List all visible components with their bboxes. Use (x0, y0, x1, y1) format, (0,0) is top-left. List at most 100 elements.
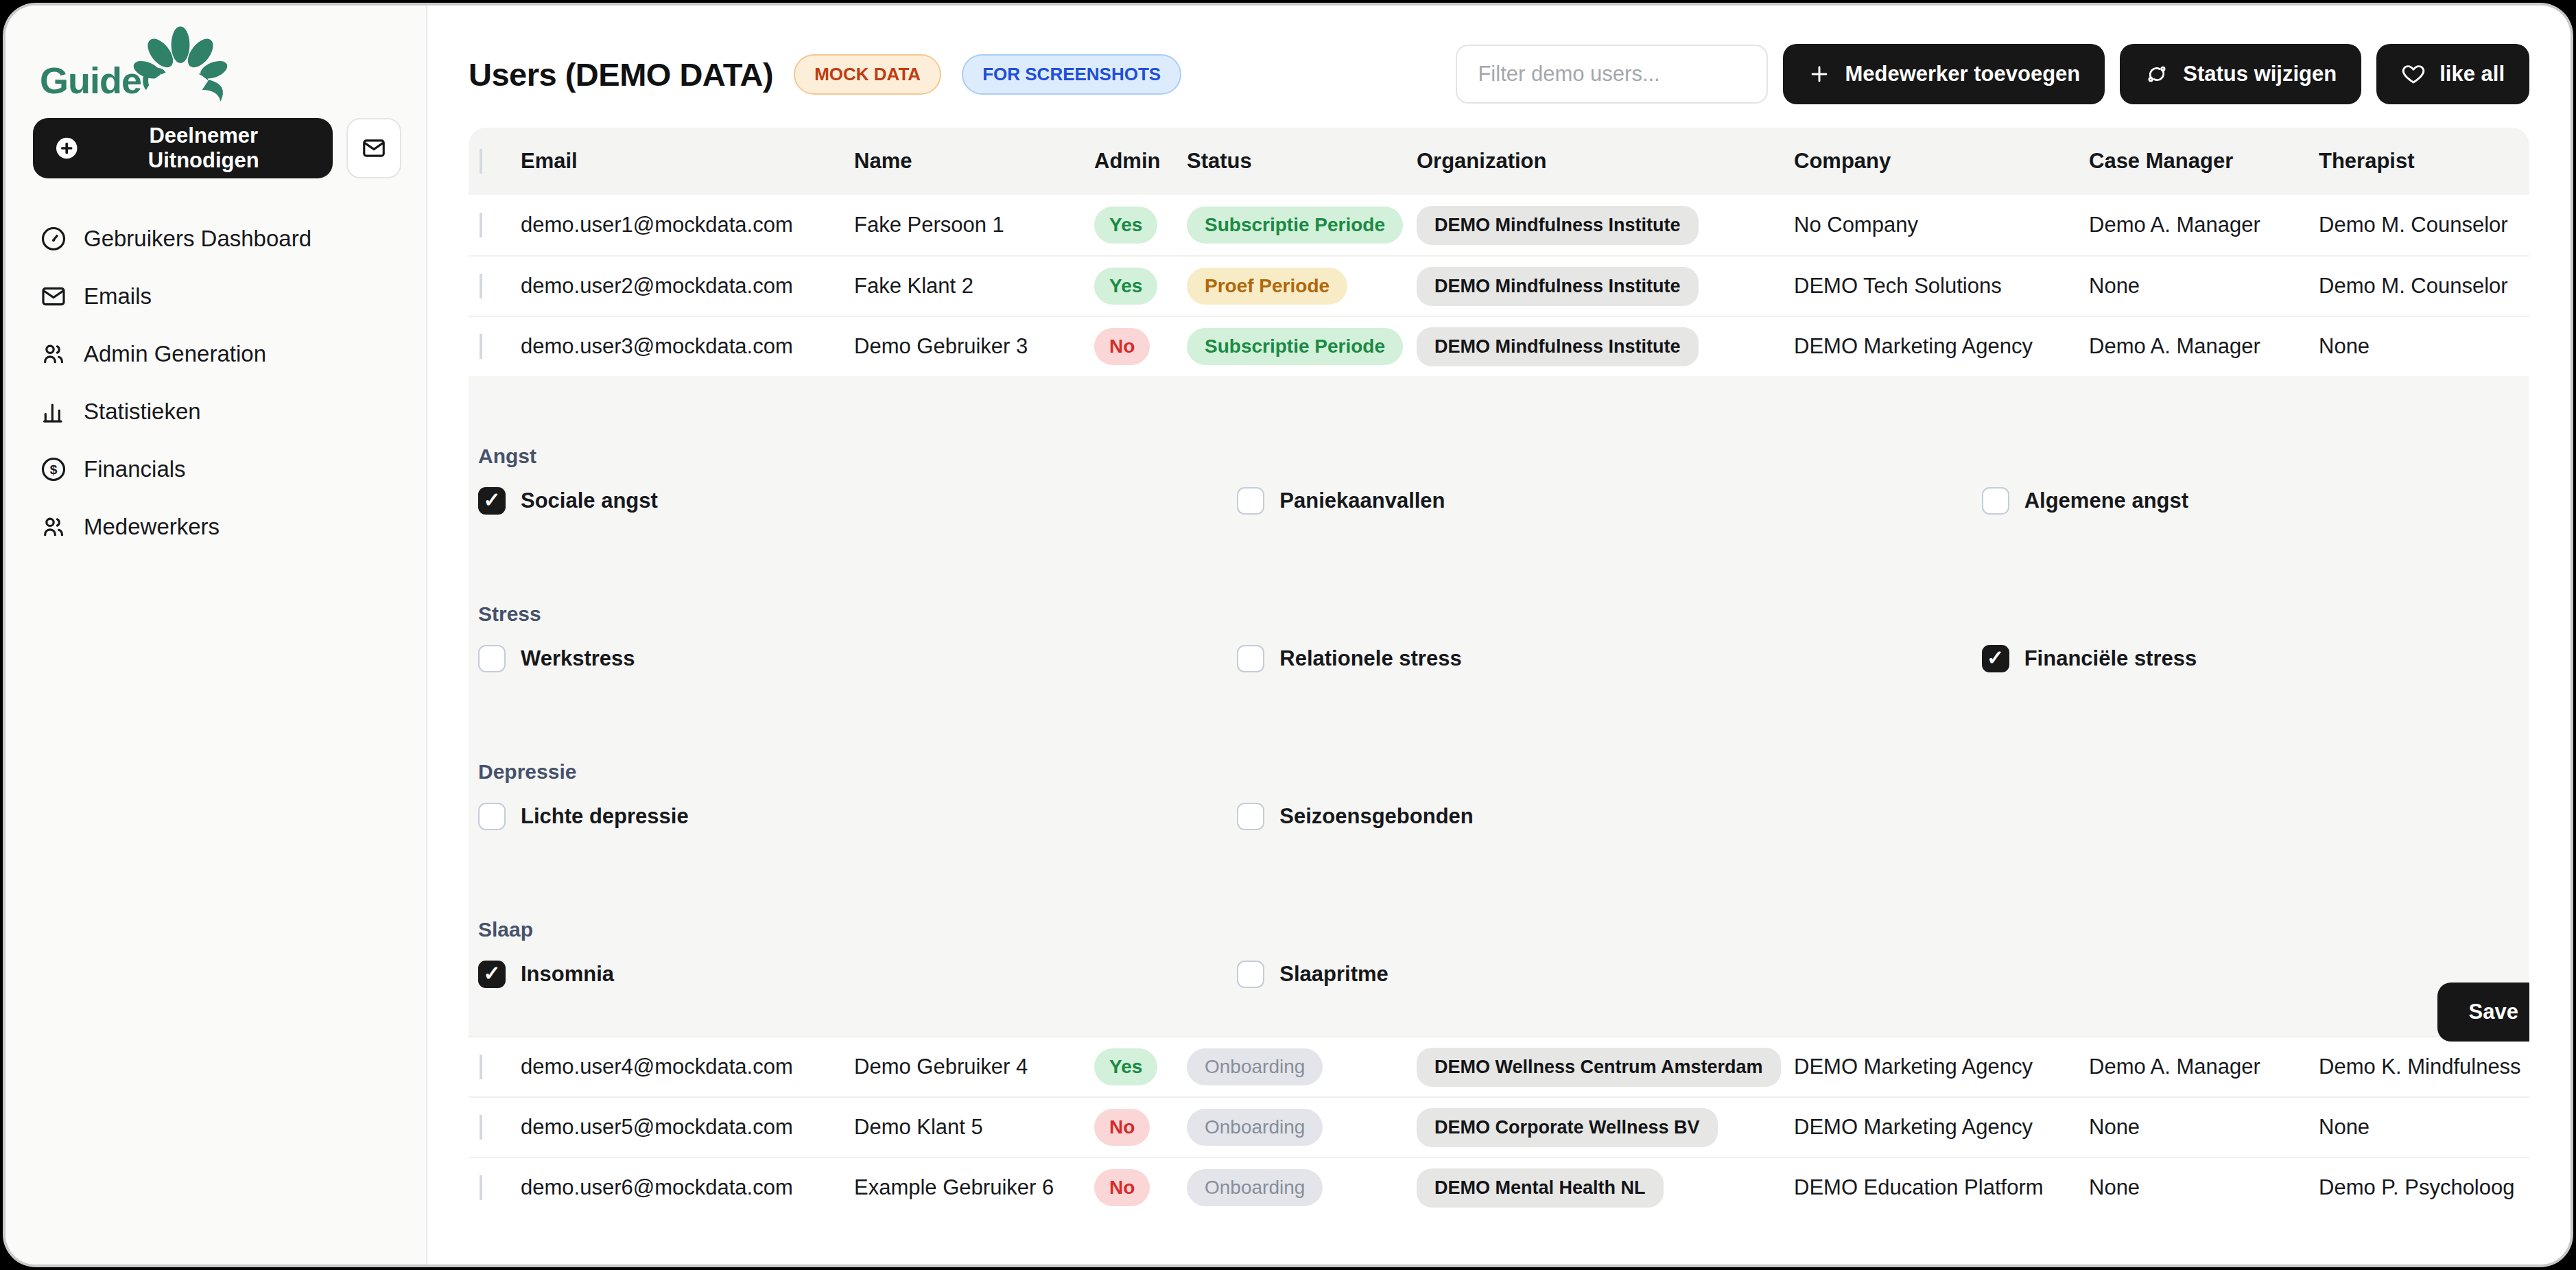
dollar-icon: $ (40, 456, 67, 483)
cell-therapist: Demo K. Mindfulness (2319, 1055, 2529, 1079)
option-slaapritme[interactable]: Slaapritme (1237, 961, 1981, 988)
cell-email: demo.user1@mockdata.com (521, 213, 854, 237)
section-stress: Stress Werkstress Relationele stress (478, 602, 2529, 672)
change-status-button[interactable]: Status wijzigen (2120, 44, 2361, 104)
checkbox[interactable] (1237, 961, 1264, 988)
option-label: Relationele stress (1279, 646, 1461, 671)
cell-email: demo.user6@mockdata.com (521, 1175, 854, 1200)
checkbox[interactable] (1982, 487, 2009, 515)
option-lichte-depressie[interactable]: Lichte depressie (478, 803, 1237, 830)
checkbox[interactable] (1237, 487, 1264, 515)
table-row[interactable]: demo.user4@mockdata.com Demo Gebruiker 4… (469, 1036, 2529, 1096)
option-insomnia[interactable]: Insomnia (478, 961, 1237, 988)
filter-users-input[interactable] (1456, 45, 1768, 104)
button-label: Medewerker toevoegen (1845, 62, 2080, 86)
row-checkbox[interactable] (480, 274, 482, 298)
sidebar-item-financials[interactable]: $ Financials (33, 440, 401, 498)
sidebar-item-statistieken[interactable]: Statistieken (33, 383, 401, 440)
option-label: Sociale angst (521, 489, 658, 513)
button-label: like all (2439, 62, 2505, 86)
option-label: Paniekaanvallen (1279, 489, 1445, 513)
status-badge: Onboarding (1187, 1169, 1323, 1206)
option-paniekaanvallen[interactable]: Paniekaanvallen (1237, 487, 1981, 515)
add-employee-button[interactable]: Medewerker toevoegen (1783, 44, 2105, 104)
checkbox[interactable] (1982, 645, 2009, 672)
column-header-organization: Organization (1417, 149, 1794, 174)
admin-badge: No (1094, 1169, 1150, 1206)
table-row[interactable]: demo.user2@mockdata.com Fake Klant 2 Yes… (469, 255, 2529, 316)
section-angst: Angst Sociale angst Paniekaanvallen A (478, 445, 2529, 515)
cell-email: demo.user2@mockdata.com (521, 274, 854, 298)
nav-label: Financials (84, 456, 186, 482)
column-header-name: Name (854, 149, 1094, 174)
status-badge: Subscriptie Periode (1187, 207, 1403, 244)
status-badge: Onboarding (1187, 1048, 1323, 1085)
column-header-admin: Admin (1094, 149, 1187, 174)
row-checkbox[interactable] (480, 1055, 482, 1079)
checkbox[interactable] (478, 803, 506, 830)
topbar-controls: Medewerker toevoegen Status wijzigen lik… (1456, 44, 2529, 104)
users-icon (40, 513, 67, 541)
section-depressie: Depressie Lichte depressie Seizoensgebon… (478, 760, 2529, 830)
app-window: GuideCue Deelnemer Uitnodigen (5, 5, 2571, 1265)
sidebar-item-admin-generation[interactable]: Admin Generation (33, 325, 401, 383)
table-row[interactable]: demo.user1@mockdata.com Fake Persoon 1 Y… (469, 195, 2529, 255)
option-sociale-angst[interactable]: Sociale angst (478, 487, 1237, 515)
invite-participant-button[interactable]: Deelnemer Uitnodigen (33, 118, 333, 178)
table-row[interactable]: demo.user3@mockdata.com Demo Gebruiker 3… (469, 316, 2529, 376)
option-label: Slaapritme (1279, 962, 1389, 987)
checkbox[interactable] (1237, 645, 1264, 672)
table-row[interactable]: demo.user6@mockdata.com Example Gebruike… (469, 1157, 2529, 1217)
checkbox[interactable] (478, 645, 506, 672)
status-badge: Onboarding (1187, 1109, 1323, 1146)
cell-email: demo.user5@mockdata.com (521, 1115, 854, 1140)
cell-name: Demo Gebruiker 3 (854, 334, 1094, 359)
invite-button-label: Deelnemer Uitnodigen (95, 124, 312, 173)
select-all-checkbox[interactable] (480, 149, 482, 174)
option-algemene-angst[interactable]: Algemene angst (1982, 487, 2529, 515)
cell-name: Example Gebruiker 6 (854, 1175, 1094, 1200)
sidebar-item-gebruikers-dashboard[interactable]: Gebruikers Dashboard (33, 210, 401, 268)
option-seizoensgebonden[interactable]: Seizoensgebonden (1237, 803, 1981, 830)
like-all-button[interactable]: like all (2376, 44, 2529, 104)
sidebar: GuideCue Deelnemer Uitnodigen (5, 5, 427, 1265)
admin-badge: No (1094, 1109, 1150, 1146)
option-relationele-stress[interactable]: Relationele stress (1237, 645, 1981, 672)
cell-case-manager: Demo A. Manager (2089, 334, 2319, 359)
table-header-row: Email Name Admin Status Organization Com… (469, 128, 2529, 195)
checkbox[interactable] (478, 487, 506, 515)
cell-company: DEMO Tech Solutions (1794, 274, 2089, 298)
sidebar-item-medewerkers[interactable]: Medewerkers (33, 498, 401, 556)
nav-label: Gebruikers Dashboard (84, 226, 311, 252)
mail-icon (361, 135, 387, 161)
admin-badge: Yes (1094, 268, 1157, 305)
status-badge: Proef Periode (1187, 268, 1347, 305)
row-checkbox[interactable] (480, 213, 482, 237)
admin-badge: No (1094, 328, 1150, 365)
option-label: Algemene angst (2024, 489, 2188, 513)
option-label: Lichte depressie (521, 804, 689, 829)
sync-icon (2144, 62, 2169, 86)
checkbox[interactable] (478, 961, 506, 988)
sidebar-item-emails[interactable]: Emails (33, 268, 401, 325)
cell-therapist: Demo M. Counselor (2319, 213, 2529, 237)
row-checkbox[interactable] (480, 1175, 482, 1200)
section-title: Stress (478, 602, 2529, 626)
row-checkbox[interactable] (480, 334, 482, 359)
column-header-status: Status (1187, 149, 1417, 174)
row-checkbox[interactable] (480, 1115, 482, 1140)
mail-quick-button[interactable] (346, 118, 401, 178)
cell-company: DEMO Education Platform (1794, 1175, 2089, 1200)
gauge-icon (40, 225, 67, 252)
save-button[interactable]: Save (2437, 983, 2529, 1042)
option-werkstress[interactable]: Werkstress (478, 645, 1237, 672)
table-row[interactable]: demo.user5@mockdata.com Demo Klant 5 No … (469, 1096, 2529, 1157)
section-title: Slaap (478, 918, 2529, 941)
cell-name: Demo Klant 5 (854, 1115, 1094, 1140)
checkbox[interactable] (1237, 803, 1264, 830)
topbar: Users (DEMO DATA) MOCK DATA FOR SCREENSH… (469, 43, 2529, 106)
symptoms-form: Angst Sociale angst Paniekaanvallen A (469, 376, 2529, 1036)
app-logo: GuideCue (40, 30, 401, 106)
option-financiele-stress[interactable]: Financiële stress (1982, 645, 2529, 672)
main-content: Users (DEMO DATA) MOCK DATA FOR SCREENSH… (427, 5, 2571, 1265)
